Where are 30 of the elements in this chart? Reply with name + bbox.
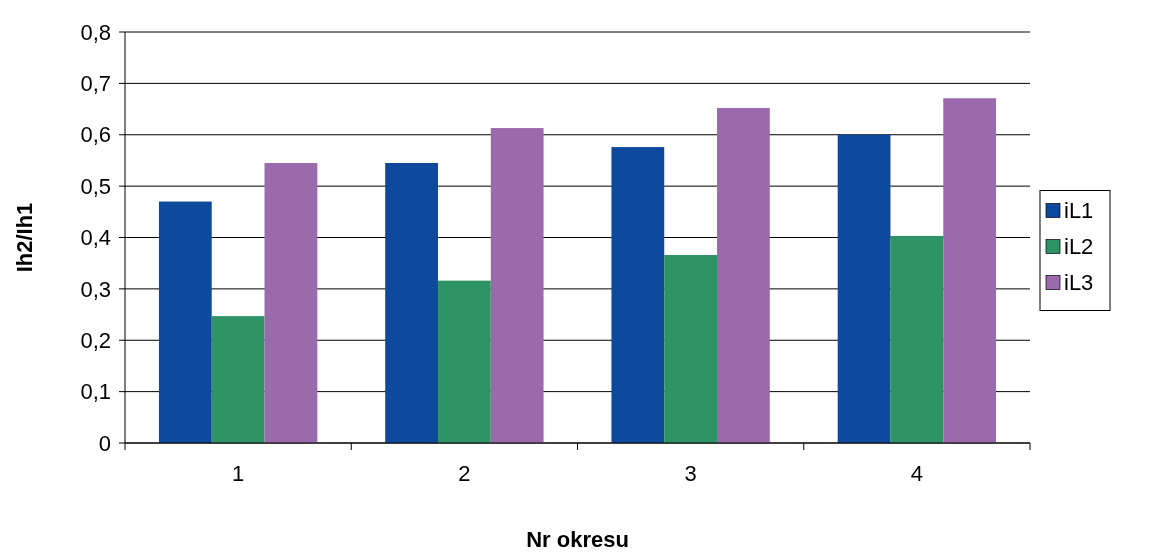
x-axis-title: Nr okresu xyxy=(526,527,629,552)
y-tick-label: 0,5 xyxy=(80,173,111,199)
y-tick-label: 0,4 xyxy=(80,225,111,251)
x-tick-label: 1 xyxy=(232,461,245,486)
legend-label: iL2 xyxy=(1064,234,1094,260)
y-axis-title: Ih2/Ih1 xyxy=(12,202,37,273)
bar xyxy=(837,134,891,443)
x-tick-label: 4 xyxy=(910,461,923,486)
legend-label: iL1 xyxy=(1064,198,1094,224)
bar xyxy=(717,108,770,443)
bar xyxy=(943,98,997,443)
bar xyxy=(490,128,544,443)
y-tick-label: 0,8 xyxy=(80,19,111,45)
y-tick-label: 0,2 xyxy=(80,327,111,353)
y-tick-label: 0 xyxy=(98,430,111,456)
y-tick-label: 0,7 xyxy=(80,71,111,97)
bar xyxy=(385,163,438,443)
legend-label: iL3 xyxy=(1064,270,1094,296)
bar xyxy=(664,254,718,443)
y-tick-label: 0,1 xyxy=(80,379,111,405)
bar xyxy=(211,316,265,443)
x-tick-label: 3 xyxy=(684,461,697,486)
bar xyxy=(611,147,665,443)
x-tick-label: 2 xyxy=(458,461,471,486)
bar xyxy=(158,201,212,443)
y-tick-label: 0,3 xyxy=(80,276,111,302)
bar xyxy=(264,163,318,443)
bar xyxy=(890,235,944,443)
y-tick-label: 0,6 xyxy=(80,122,111,148)
bar xyxy=(437,280,491,443)
